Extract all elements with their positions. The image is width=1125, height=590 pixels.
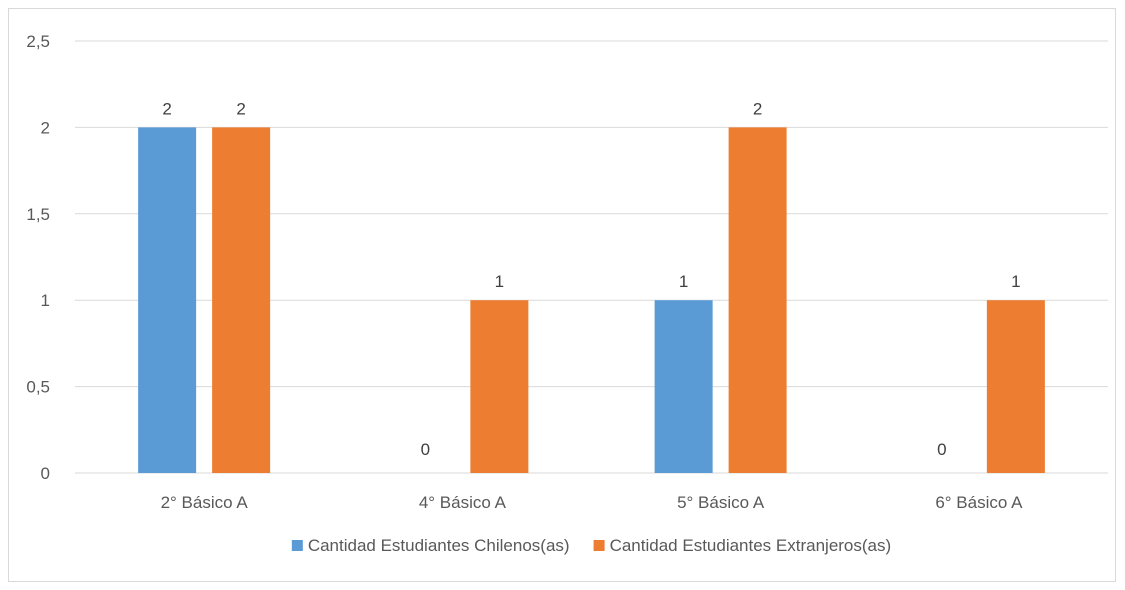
y-tick-label: 2,5 xyxy=(26,32,50,51)
category-label: 2° Básico A xyxy=(161,493,249,512)
data-label: 1 xyxy=(679,272,688,291)
category-label: 5° Básico A xyxy=(677,493,765,512)
y-tick-label: 0,5 xyxy=(26,378,50,397)
y-tick-label: 1,5 xyxy=(26,205,50,224)
y-tick-label: 1 xyxy=(41,291,50,310)
x-axis-categories: 2° Básico A 4° Básico A 5° Básico A 6° Bási… xyxy=(161,493,1024,512)
bar-chilenos xyxy=(138,127,197,474)
data-label: 2 xyxy=(236,99,245,118)
data-label: 1 xyxy=(495,272,504,291)
legend-label: Cantidad Estudiantes Chilenos(as) xyxy=(308,536,570,555)
y-tick-label: 2 xyxy=(41,118,50,137)
category-label: 4° Básico A xyxy=(419,493,507,512)
bar-extranjeros xyxy=(986,300,1045,473)
bar-extranjeros xyxy=(470,300,529,473)
legend-label: Cantidad Estudiantes Extranjeros(as) xyxy=(610,536,892,555)
bar-extranjeros xyxy=(728,127,787,474)
legend-swatch xyxy=(593,540,605,551)
data-label: 0 xyxy=(421,440,430,459)
y-axis-ticks: 0 0,5 1 1,5 2 2,5 xyxy=(26,32,50,483)
data-labels: 2 2 0 1 1 2 0 1 xyxy=(162,99,1020,459)
bar-extranjeros xyxy=(212,127,271,474)
data-label: 2 xyxy=(162,99,171,118)
y-tick-label: 0 xyxy=(41,464,50,483)
category-label: 6° Básico A xyxy=(935,493,1023,512)
data-label: 1 xyxy=(1011,272,1020,291)
bars xyxy=(138,127,1045,474)
data-label: 0 xyxy=(937,440,946,459)
legend: Cantidad Estudiantes Chilenos(as) Cantida… xyxy=(291,536,892,555)
data-label: 2 xyxy=(753,99,762,118)
bar-chilenos xyxy=(654,300,713,473)
legend-swatch xyxy=(291,540,303,551)
